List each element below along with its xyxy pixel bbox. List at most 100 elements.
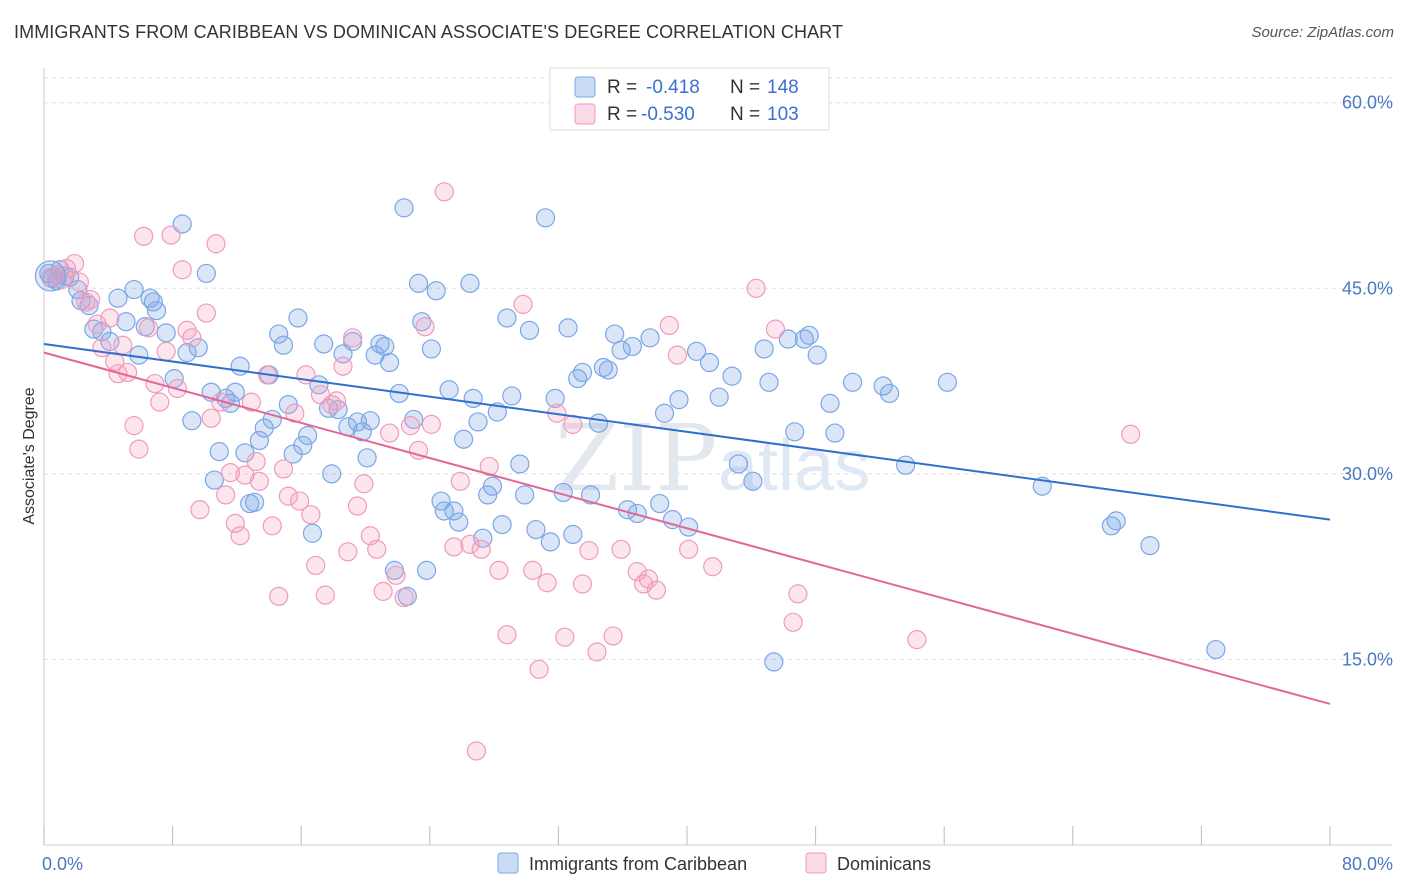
legend-r-label: R =	[607, 77, 637, 98]
x-tick-label: 80.0%	[1342, 854, 1393, 874]
caribbean-point	[482, 476, 503, 496]
dominican-point	[216, 485, 236, 505]
series-label-caribbean: Immigrants from Caribbean	[529, 854, 747, 874]
caribbean-point	[108, 288, 128, 308]
dominican-point	[394, 587, 414, 608]
dominican-point	[421, 414, 442, 434]
dominican-point	[434, 182, 454, 202]
caribbean-point	[352, 422, 372, 442]
trend-lines	[43, 342, 1331, 705]
dominican-point	[537, 573, 557, 593]
dominican-point	[117, 362, 138, 383]
correlation-legend: R = -0.418 N = 148 R = -0.530 N = 103	[549, 67, 830, 131]
dominican-point	[529, 659, 549, 679]
caribbean-point	[79, 296, 99, 316]
dominican-point	[230, 526, 250, 546]
dominican-point	[124, 416, 144, 436]
caribbean-point	[687, 341, 707, 361]
caribbean-point	[820, 393, 840, 413]
dominican-point	[703, 557, 723, 577]
caribbean-point	[842, 372, 863, 392]
dominican-point	[196, 303, 216, 323]
caribbean-point	[314, 334, 334, 354]
caribbean-point	[357, 448, 377, 468]
dominican-point	[471, 539, 491, 559]
caribbean-point	[873, 376, 893, 396]
dominican-point	[746, 278, 766, 298]
caribbean-point	[799, 325, 819, 345]
dominican-point	[415, 317, 435, 337]
caribbean-point	[380, 352, 400, 373]
caribbean-point	[1140, 536, 1160, 556]
caribbean-point	[273, 335, 294, 355]
caribbean-point	[540, 532, 560, 552]
dominican-point	[627, 562, 647, 582]
caribbean-point	[654, 403, 675, 423]
caribbean-point	[879, 383, 900, 404]
caribbean-point	[468, 412, 488, 432]
dominican-point	[603, 626, 623, 646]
caribbean-point	[196, 263, 216, 284]
caribbean-point	[453, 429, 474, 449]
caribbean-point	[434, 501, 454, 521]
caribbean-point	[298, 425, 318, 446]
dominican-point	[679, 539, 699, 559]
dominican-point	[450, 471, 470, 491]
dominican-point	[333, 356, 353, 376]
caribbean-point	[146, 300, 167, 321]
caribbean-point	[463, 388, 483, 409]
legend-n-label: N =	[730, 104, 760, 125]
dominican-point	[315, 585, 335, 605]
legend-swatch-caribbean	[574, 76, 596, 98]
dominican-point	[273, 459, 294, 479]
caribbean-point	[302, 523, 323, 543]
dominican-point	[129, 439, 149, 459]
caribbean-point	[754, 339, 774, 359]
dominican-point	[113, 335, 133, 355]
caribbean-point	[116, 312, 136, 332]
caribbean-point	[124, 279, 144, 300]
caribbean-point	[605, 324, 625, 344]
dominican-point	[659, 315, 679, 336]
caribbean-point	[778, 329, 798, 349]
caribbean-point	[244, 492, 265, 512]
caribbean-point	[611, 340, 631, 360]
caribbean-point	[444, 501, 464, 521]
caribbean-point	[759, 372, 779, 392]
dominican-point	[611, 539, 631, 559]
y-tick-label: 45.0%	[1342, 278, 1393, 298]
series-legend: Immigrants from Caribbean Dominicans	[497, 852, 931, 874]
dominican-point	[513, 294, 533, 314]
dominican-point	[367, 539, 387, 559]
caribbean-point	[510, 454, 530, 474]
dominican-point	[587, 642, 607, 662]
dominican-point	[81, 289, 101, 310]
caribbean-point	[188, 338, 208, 358]
dominican-point	[269, 586, 289, 606]
dominican-point	[138, 318, 159, 338]
dominican-point	[523, 560, 543, 580]
legend-r-value: -0.530	[641, 104, 695, 125]
dominican-point	[326, 391, 347, 411]
caribbean-point	[204, 470, 224, 490]
dominican-point	[285, 403, 305, 423]
dominican-point	[134, 226, 154, 246]
caribbean-point	[135, 317, 155, 337]
dominican-point	[301, 505, 321, 525]
dominican-point	[783, 612, 803, 632]
caribbean-point	[535, 208, 556, 228]
caribbean-point	[375, 336, 395, 357]
dominican-point	[190, 500, 210, 520]
caribbean-point	[249, 430, 270, 451]
dominican-point	[380, 423, 400, 443]
dominican-point	[206, 234, 226, 254]
chart-source: Source: ZipAtlas.com	[1251, 24, 1394, 41]
dominican-point	[92, 338, 112, 358]
caribbean-point	[825, 423, 845, 443]
dominican-point	[479, 456, 499, 477]
caribbean-point	[322, 464, 342, 484]
chart-title: IMMIGRANTS FROM CARIBBEAN VS DOMINICAN A…	[14, 22, 844, 42]
caribbean-point	[497, 308, 517, 328]
dominican-point	[907, 630, 927, 650]
dominican-point	[646, 580, 667, 600]
